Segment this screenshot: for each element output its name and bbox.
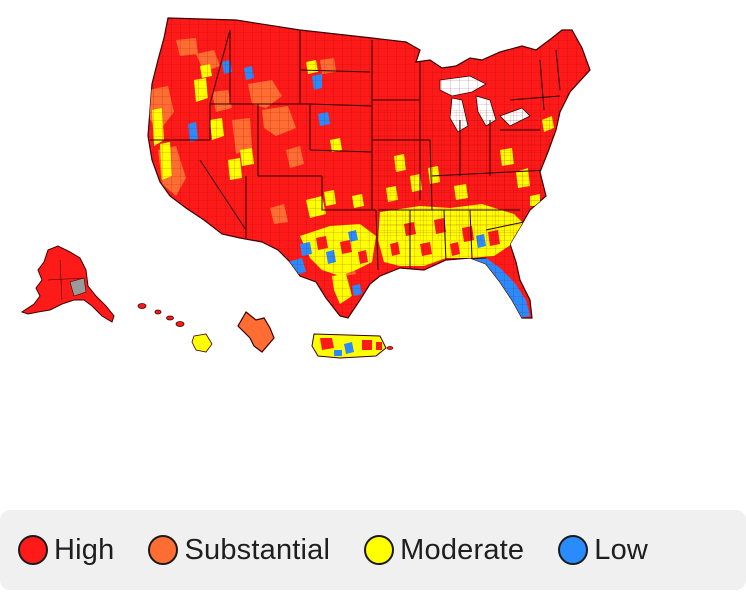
alaska-shape — [20, 245, 115, 323]
legend-item-moderate: Moderate — [364, 534, 524, 567]
legend-label-high: High — [54, 533, 115, 566]
moderate-swatch-icon — [364, 535, 395, 565]
legend-label-low: Low — [594, 533, 649, 566]
alaska-no-data-region — [69, 277, 87, 297]
hawaii — [137, 303, 213, 353]
contiguous-us — [147, 17, 591, 319]
substantial-swatch-icon — [148, 535, 179, 565]
state-borders — [150, 29, 561, 271]
district-of-columbia — [237, 311, 275, 353]
legend-item-substantial: Substantial — [148, 534, 330, 567]
alaska — [20, 245, 115, 323]
low-swatch-icon — [558, 535, 589, 565]
map-area — [20, 17, 591, 359]
legend-item-high: High — [18, 534, 114, 567]
legend-label-substantial: Substantial — [184, 533, 331, 566]
legend-item-low: Low — [558, 534, 648, 567]
legend-label-moderate: Moderate — [400, 533, 525, 566]
county-map — [20, 17, 591, 359]
puerto-rico — [311, 333, 394, 359]
legend: High Substantial Moderate Low — [0, 510, 746, 590]
high-swatch-icon — [18, 535, 48, 565]
